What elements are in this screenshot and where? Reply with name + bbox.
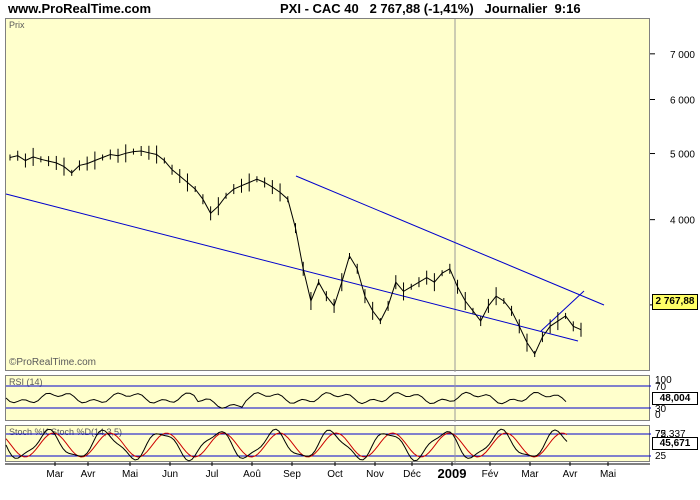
rsi-panel[interactable]: RSI (14) (5, 375, 651, 422)
rsi-panel-label: RSI (14) (9, 377, 43, 387)
month-label: Avr (81, 469, 96, 480)
month-label: Fév (482, 469, 499, 480)
site-title[interactable]: www.ProRealTime.com (8, 1, 152, 16)
support-line (540, 290, 585, 332)
stoch-chart[interactable] (5, 426, 651, 463)
month-label: 2009 (438, 466, 467, 481)
month-label: Déc (403, 469, 421, 480)
stoch-value-badge: 45,671 (652, 437, 698, 450)
y-tick-label: 6 000 (670, 96, 695, 107)
rsi-line (5, 391, 567, 409)
chart-header: www.ProRealTime.com PXI - CAC 40 2 767,8… (0, 0, 700, 18)
month-label: Jun (162, 469, 178, 480)
rsi-level-label: 0 (655, 410, 661, 421)
month-label: Mai (600, 469, 616, 480)
rsi-level-label: 100 (655, 375, 672, 386)
month-label: Mar (521, 469, 539, 480)
y-tick-label: 4 000 (670, 216, 695, 227)
stoch-panel[interactable]: Stoch %K Stoch %D(14,3,5) (5, 425, 651, 463)
price-series-line (9, 150, 582, 356)
month-label: Mai (122, 469, 138, 480)
rsi-level-label: 30 (655, 404, 667, 415)
watermark: ©ProRealTime.com (9, 357, 97, 368)
last-price-badge: 2 767,88 (652, 294, 698, 310)
y-tick-label: 5 000 (670, 150, 695, 161)
stoch-panel-label: Stoch %K Stoch %D(14,3,5) (9, 427, 123, 437)
month-label: Mar (46, 469, 64, 480)
stoch-level-label: 25 (655, 451, 667, 462)
month-label: Nov (366, 469, 384, 480)
y-tick-label: 7 000 (670, 50, 695, 61)
price-panel-label: Prix (9, 20, 25, 30)
stoch-k-line (5, 428, 568, 462)
upper-trend-line (295, 175, 605, 306)
month-label: Oct (327, 469, 343, 480)
month-label: Jul (206, 469, 219, 480)
month-label: Avr (563, 469, 578, 480)
month-label: Aoû (243, 469, 261, 480)
ticker-title: PXI - CAC 40 2 767,88 (-1,41%) Journalie… (280, 1, 581, 16)
price-chart[interactable] (5, 19, 651, 372)
rsi-value-badge: 48,004 (652, 392, 698, 405)
rsi-chart[interactable] (5, 376, 651, 422)
month-label: Sep (283, 469, 301, 480)
price-panel[interactable]: Prix ©ProRealTime.com (5, 18, 651, 372)
